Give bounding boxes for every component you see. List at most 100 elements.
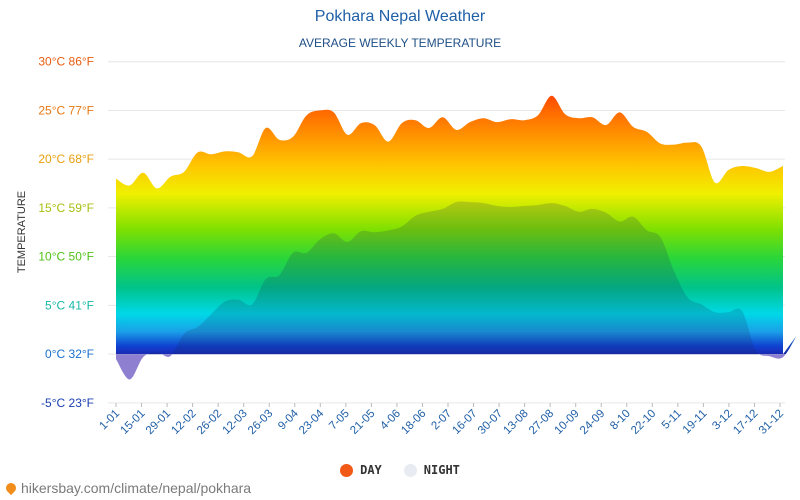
- night-point[interactable]: [319, 238, 322, 241]
- day-point[interactable]: [455, 128, 458, 131]
- night-point[interactable]: [210, 313, 213, 316]
- night-point[interactable]: [686, 296, 689, 299]
- night-point[interactable]: [128, 378, 131, 381]
- night-point[interactable]: [564, 204, 567, 207]
- day-point[interactable]: [237, 151, 240, 154]
- day-point[interactable]: [182, 170, 185, 173]
- day-point[interactable]: [686, 141, 689, 144]
- night-point[interactable]: [142, 355, 145, 358]
- day-point[interactable]: [155, 187, 158, 190]
- day-point[interactable]: [128, 184, 131, 187]
- day-point[interactable]: [713, 181, 716, 184]
- day-point[interactable]: [482, 117, 485, 120]
- night-point[interactable]: [264, 277, 267, 280]
- day-point[interactable]: [604, 123, 607, 126]
- night-point[interactable]: [441, 207, 444, 210]
- night-point[interactable]: [550, 201, 553, 204]
- day-point[interactable]: [468, 121, 471, 124]
- day-point[interactable]: [632, 125, 635, 128]
- night-point[interactable]: [373, 231, 376, 234]
- night-point[interactable]: [659, 236, 662, 239]
- night-point[interactable]: [591, 207, 594, 210]
- day-point[interactable]: [741, 164, 744, 167]
- day-point[interactable]: [441, 116, 444, 119]
- legend-item-day[interactable]: DAY: [340, 463, 382, 477]
- day-point[interactable]: [727, 168, 730, 171]
- day-point[interactable]: [359, 122, 362, 125]
- day-point[interactable]: [414, 119, 417, 122]
- day-point[interactable]: [114, 177, 117, 180]
- night-point[interactable]: [387, 229, 390, 232]
- day-point[interactable]: [223, 150, 226, 153]
- day-point[interactable]: [645, 130, 648, 133]
- day-point[interactable]: [768, 170, 771, 173]
- night-point[interactable]: [781, 355, 784, 358]
- night-point[interactable]: [645, 229, 648, 232]
- night-point[interactable]: [291, 251, 294, 254]
- night-point[interactable]: [536, 203, 539, 206]
- day-point[interactable]: [564, 113, 567, 116]
- night-point[interactable]: [795, 334, 798, 337]
- legend-item-night[interactable]: NIGHT: [403, 463, 460, 477]
- night-point[interactable]: [713, 311, 716, 314]
- day-point[interactable]: [700, 145, 703, 148]
- night-point[interactable]: [346, 240, 349, 243]
- day-point[interactable]: [496, 121, 499, 124]
- night-point[interactable]: [278, 274, 281, 277]
- night-point[interactable]: [768, 355, 771, 358]
- night-point[interactable]: [741, 310, 744, 313]
- day-point[interactable]: [550, 94, 553, 97]
- day-point[interactable]: [346, 133, 349, 136]
- day-point[interactable]: [659, 142, 662, 145]
- night-point[interactable]: [251, 303, 254, 306]
- night-point[interactable]: [155, 351, 158, 354]
- day-point[interactable]: [196, 151, 199, 154]
- day-point[interactable]: [142, 171, 145, 174]
- night-point[interactable]: [523, 204, 526, 207]
- night-point[interactable]: [482, 201, 485, 204]
- day-point[interactable]: [536, 114, 539, 117]
- day-point[interactable]: [264, 126, 267, 129]
- day-point[interactable]: [427, 126, 430, 129]
- night-point[interactable]: [427, 210, 430, 213]
- day-point[interactable]: [251, 155, 254, 158]
- night-point[interactable]: [455, 200, 458, 203]
- night-point[interactable]: [359, 230, 362, 233]
- night-point[interactable]: [632, 215, 635, 218]
- night-point[interactable]: [727, 311, 730, 314]
- night-point[interactable]: [496, 204, 499, 207]
- day-point[interactable]: [754, 166, 757, 169]
- day-point[interactable]: [305, 114, 308, 117]
- night-point[interactable]: [754, 349, 757, 352]
- day-point[interactable]: [673, 143, 676, 146]
- day-point[interactable]: [781, 164, 784, 167]
- day-point[interactable]: [210, 153, 213, 156]
- day-point[interactable]: [332, 111, 335, 114]
- source-link[interactable]: hikersbay.com/climate/nepal/pokhara: [3, 480, 251, 496]
- night-point[interactable]: [618, 220, 621, 223]
- day-point[interactable]: [291, 135, 294, 138]
- day-point[interactable]: [400, 122, 403, 125]
- night-point[interactable]: [237, 298, 240, 301]
- day-point[interactable]: [509, 118, 512, 121]
- day-point[interactable]: [387, 140, 390, 143]
- day-point[interactable]: [618, 111, 621, 114]
- night-point[interactable]: [114, 357, 117, 360]
- night-point[interactable]: [223, 300, 226, 303]
- day-point[interactable]: [577, 117, 580, 120]
- night-point[interactable]: [182, 332, 185, 335]
- night-point[interactable]: [604, 211, 607, 214]
- day-point[interactable]: [169, 175, 172, 178]
- night-point[interactable]: [305, 251, 308, 254]
- day-point[interactable]: [591, 116, 594, 119]
- night-point[interactable]: [196, 325, 199, 328]
- night-point[interactable]: [169, 355, 172, 358]
- night-point[interactable]: [414, 214, 417, 217]
- night-point[interactable]: [700, 303, 703, 306]
- day-point[interactable]: [319, 109, 322, 112]
- day-point[interactable]: [523, 119, 526, 122]
- night-point[interactable]: [400, 225, 403, 228]
- night-point[interactable]: [509, 205, 512, 208]
- night-point[interactable]: [673, 270, 676, 273]
- night-point[interactable]: [468, 200, 471, 203]
